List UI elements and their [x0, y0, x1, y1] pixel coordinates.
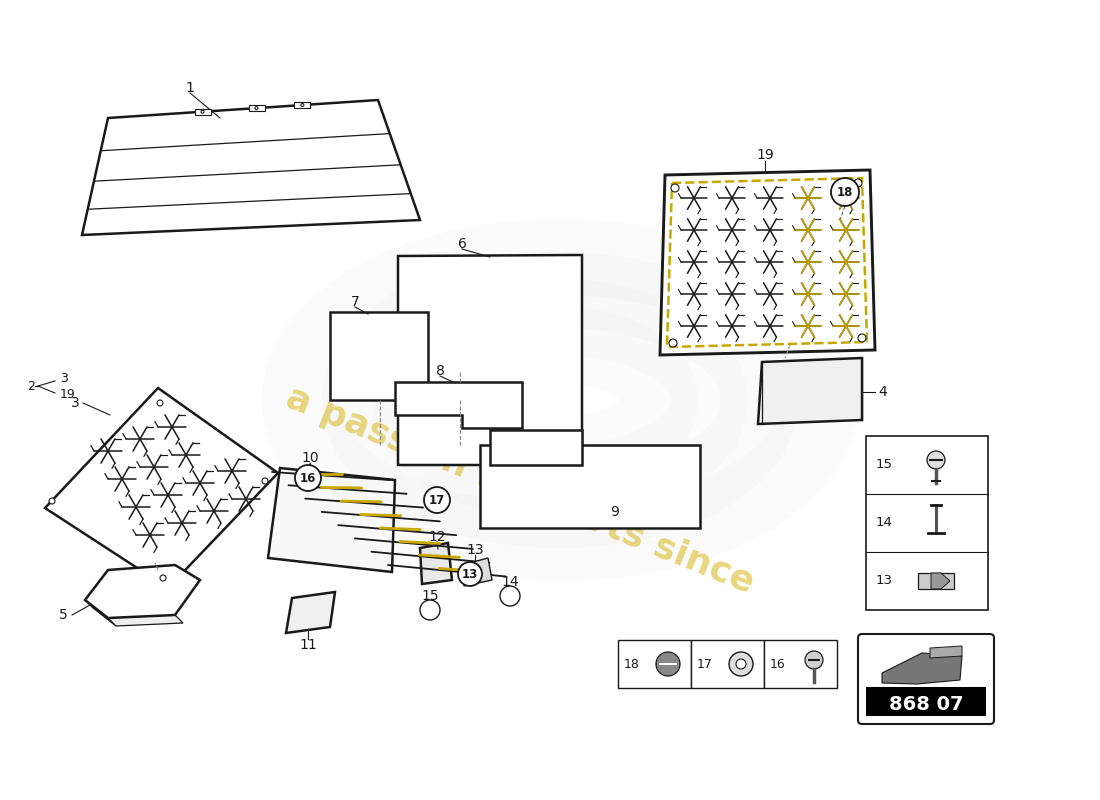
Polygon shape — [195, 109, 210, 114]
Text: 6: 6 — [458, 237, 466, 251]
Circle shape — [736, 659, 746, 669]
Circle shape — [160, 575, 166, 581]
Text: 7: 7 — [351, 295, 360, 309]
Text: 3: 3 — [72, 396, 80, 410]
Bar — [691, 640, 764, 688]
Text: 16: 16 — [770, 658, 785, 670]
Text: 14: 14 — [876, 517, 892, 530]
Circle shape — [805, 651, 823, 669]
Text: 15: 15 — [421, 589, 439, 603]
Bar — [866, 436, 988, 610]
Text: 10: 10 — [301, 451, 319, 465]
Circle shape — [854, 179, 862, 187]
Circle shape — [927, 451, 945, 469]
Circle shape — [830, 178, 859, 206]
Polygon shape — [85, 565, 200, 618]
Circle shape — [50, 498, 55, 504]
Polygon shape — [930, 646, 962, 658]
Circle shape — [201, 110, 203, 114]
Polygon shape — [82, 100, 420, 235]
Polygon shape — [330, 312, 428, 400]
Polygon shape — [286, 592, 336, 633]
Circle shape — [669, 339, 676, 347]
Text: 11: 11 — [299, 638, 317, 652]
Circle shape — [157, 400, 163, 406]
Bar — [618, 640, 691, 688]
Text: 3: 3 — [60, 371, 68, 385]
Text: 1: 1 — [186, 81, 195, 95]
Polygon shape — [660, 170, 874, 355]
Polygon shape — [268, 468, 395, 572]
Text: 13: 13 — [462, 567, 478, 581]
Text: 13: 13 — [466, 543, 484, 557]
Circle shape — [262, 478, 268, 484]
Text: 9: 9 — [610, 505, 619, 519]
Circle shape — [301, 103, 304, 106]
Circle shape — [671, 184, 679, 192]
Polygon shape — [480, 445, 700, 528]
Circle shape — [656, 652, 680, 676]
Text: 2: 2 — [28, 379, 35, 393]
Text: 17: 17 — [697, 658, 713, 670]
Circle shape — [858, 334, 866, 342]
Circle shape — [500, 586, 520, 606]
Text: 13: 13 — [876, 574, 892, 587]
Polygon shape — [490, 430, 582, 465]
Polygon shape — [918, 573, 954, 589]
Text: 8: 8 — [436, 364, 444, 378]
Text: 14: 14 — [502, 575, 519, 589]
Polygon shape — [395, 382, 522, 428]
Polygon shape — [882, 653, 962, 684]
Circle shape — [295, 465, 321, 491]
Polygon shape — [85, 600, 116, 626]
Bar — [866, 687, 986, 716]
FancyBboxPatch shape — [858, 634, 994, 724]
Polygon shape — [45, 388, 278, 588]
Polygon shape — [295, 102, 310, 108]
Text: 18: 18 — [624, 658, 640, 670]
Polygon shape — [758, 358, 862, 424]
Text: 12: 12 — [428, 530, 446, 544]
Text: 19: 19 — [60, 389, 76, 402]
Polygon shape — [931, 573, 950, 589]
Text: 4: 4 — [878, 385, 887, 399]
Text: a passion for parts since: a passion for parts since — [280, 380, 759, 600]
Circle shape — [255, 106, 258, 110]
Polygon shape — [398, 255, 582, 465]
Text: 5: 5 — [59, 608, 68, 622]
Polygon shape — [462, 558, 492, 586]
Polygon shape — [108, 615, 183, 626]
Text: 17: 17 — [429, 494, 446, 506]
Polygon shape — [420, 543, 452, 584]
Circle shape — [424, 487, 450, 513]
Text: 19: 19 — [756, 148, 774, 162]
Circle shape — [458, 562, 482, 586]
Text: 15: 15 — [876, 458, 892, 471]
Text: 18: 18 — [837, 186, 854, 198]
Circle shape — [729, 652, 754, 676]
Circle shape — [420, 600, 440, 620]
Text: 16: 16 — [300, 471, 316, 485]
Bar — [764, 640, 837, 688]
Text: 868 07: 868 07 — [889, 694, 964, 714]
Polygon shape — [249, 105, 264, 111]
